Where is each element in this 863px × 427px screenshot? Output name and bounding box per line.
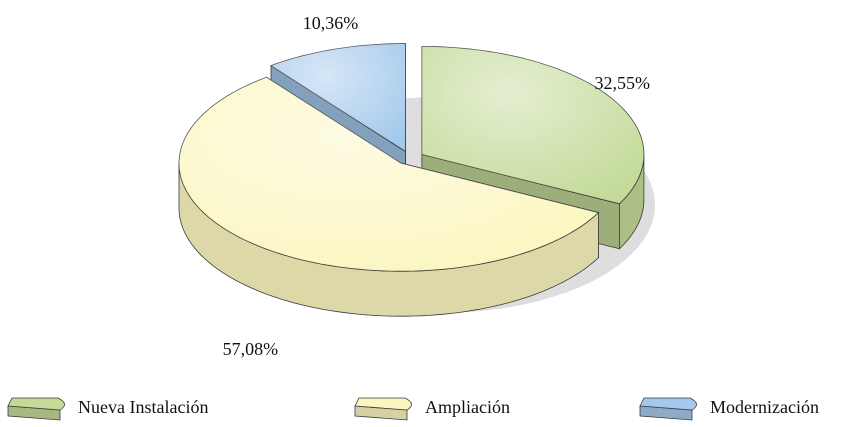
slice-highlight (421, 46, 644, 204)
legend-label: Ampliación (425, 397, 510, 417)
legend-swatch (7, 397, 65, 411)
legend-swatch (639, 397, 697, 411)
data-label: 57,08% (223, 339, 279, 359)
legend-label: Nueva Instalación (78, 397, 208, 417)
slice-highlight (271, 43, 406, 152)
legend-swatch (354, 397, 412, 411)
data-label: 32,55% (594, 73, 650, 93)
data-label: 10,36% (303, 13, 359, 33)
slice-highlight (179, 77, 599, 272)
legend-label: Modernización (710, 397, 819, 417)
